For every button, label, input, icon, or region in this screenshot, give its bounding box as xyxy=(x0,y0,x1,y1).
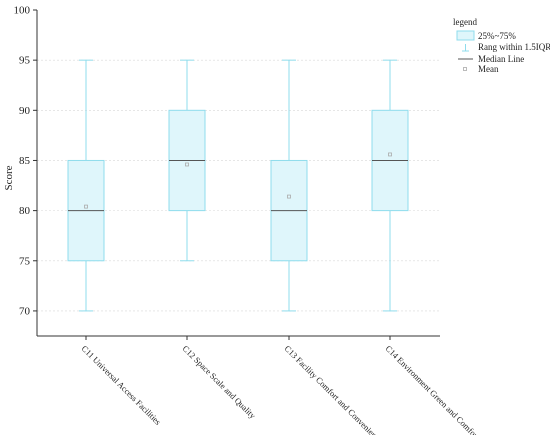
x-tick-label: C11 Universal Access Facilities xyxy=(80,343,163,426)
x-tick-label: C13 Facility Comfort and Convenience xyxy=(283,343,385,435)
box-4 xyxy=(371,59,409,312)
legend-item-median: Median Line xyxy=(478,54,524,64)
legend: legend 25%~75% Rang within 1.5IQR Median… xyxy=(453,17,550,74)
y-tick-label: 70 xyxy=(19,305,31,317)
mean-marker xyxy=(185,162,189,167)
y-axis-label: Score xyxy=(3,165,15,190)
y-tick-label: 75 xyxy=(19,255,31,267)
mean-marker xyxy=(388,152,392,157)
box-2 xyxy=(168,59,206,262)
legend-mean-swatch xyxy=(463,67,467,71)
x-tick-label: C12 Space Scale and Quality xyxy=(181,343,259,421)
axes xyxy=(36,10,440,337)
grid-lines xyxy=(37,59,440,312)
legend-item-box: 25%~75% xyxy=(478,31,516,41)
y-tick-label: 90 xyxy=(19,105,31,117)
x-ticks: C11 Universal Access Facilities C12 Space… xyxy=(80,336,483,440)
y-tick-label: 80 xyxy=(19,205,31,217)
y-tick-label: 100 xyxy=(14,5,31,17)
y-tick-label: 85 xyxy=(19,155,31,167)
mean-marker xyxy=(84,204,88,209)
y-tick-label: 95 xyxy=(19,55,31,67)
box-3 xyxy=(270,59,308,312)
box-1 xyxy=(67,59,105,312)
legend-item-mean: Mean xyxy=(478,64,499,74)
mean-marker xyxy=(287,194,291,199)
legend-box-swatch xyxy=(456,30,475,41)
legend-item-whisker: Rang within 1.5IQR xyxy=(478,42,550,52)
y-ticks: 70 75 80 85 90 95 100 xyxy=(14,5,37,317)
legend-title: legend xyxy=(453,17,477,27)
x-tick-label: C14 Environment Green and Comfort xyxy=(384,343,483,435)
box-series xyxy=(67,59,409,312)
